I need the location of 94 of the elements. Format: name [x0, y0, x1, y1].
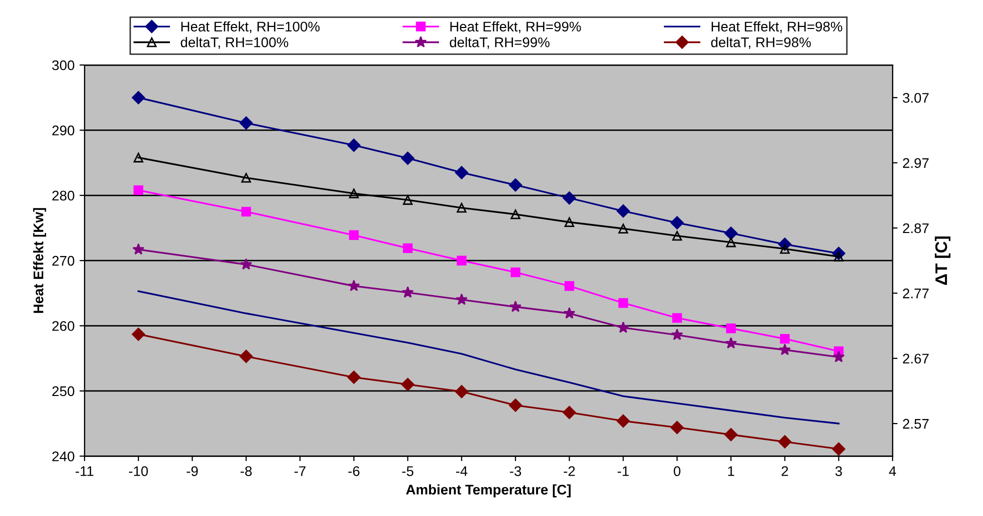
x-tick-label: 4 — [889, 466, 896, 476]
y2-tick-label: 2.87 — [902, 223, 929, 234]
point — [241, 206, 252, 217]
point — [241, 172, 252, 183]
point — [402, 243, 413, 254]
point — [132, 243, 144, 255]
x-tick-label: 1 — [728, 466, 734, 476]
point — [670, 420, 684, 434]
x-tick-label: -1 — [618, 466, 629, 476]
x-tick-label: -5 — [402, 466, 414, 476]
y2-tick-label: 2.57 — [902, 418, 929, 429]
legend-label: Heat Effekt, RH=100% — [181, 21, 320, 34]
point — [455, 166, 468, 180]
y2-axis-title: ΔT [C] — [934, 236, 950, 285]
point — [508, 398, 522, 412]
x-axis-title: Ambient Temperature [C] — [406, 484, 571, 498]
point — [618, 224, 628, 234]
point — [563, 307, 576, 319]
x-tick-label: 0 — [674, 466, 680, 476]
x-tick-label: 2 — [782, 466, 788, 476]
point — [616, 414, 630, 428]
point — [132, 328, 145, 341]
y-tick-label: 260 — [52, 321, 74, 331]
point — [348, 280, 360, 292]
point — [510, 300, 522, 312]
point — [617, 321, 630, 333]
point — [349, 188, 359, 198]
point — [562, 191, 576, 205]
legend-label: deltaT, RH=98% — [711, 37, 811, 49]
point — [672, 313, 682, 323]
y-tick-label: 280 — [52, 190, 74, 201]
point — [347, 138, 360, 152]
x-tick-label: -10 — [128, 466, 148, 476]
x-tick-label: -2 — [564, 466, 575, 476]
point — [508, 178, 522, 192]
point — [618, 298, 628, 308]
x-tick-label: 3 — [835, 466, 842, 476]
x-tick-label: -8 — [240, 466, 252, 476]
point — [724, 337, 737, 349]
line-series — [138, 290, 840, 424]
point — [671, 328, 684, 340]
y2-tick-label: 2.77 — [902, 288, 929, 298]
point — [402, 195, 413, 205]
point — [778, 344, 791, 356]
x-tick-label: -3 — [510, 466, 522, 476]
point — [510, 209, 520, 220]
y2-tick-label: 2.97 — [902, 158, 929, 168]
y-tick-label: 300 — [52, 60, 74, 70]
x-tick-label: -7 — [294, 466, 306, 476]
point — [616, 204, 630, 218]
y-tick-label: 240 — [52, 451, 74, 462]
point — [240, 350, 253, 363]
point — [134, 185, 144, 196]
x-tick-label: -9 — [186, 466, 198, 476]
y-tick-label: 270 — [52, 256, 74, 266]
point — [456, 202, 466, 213]
point — [832, 350, 845, 362]
point — [832, 442, 846, 456]
point — [347, 370, 360, 384]
x-tick-label: -4 — [456, 466, 468, 476]
point — [240, 258, 252, 270]
point — [132, 91, 145, 104]
point — [349, 230, 359, 240]
point — [402, 286, 414, 298]
legend-label: deltaT, RH=100% — [180, 37, 288, 49]
point — [456, 293, 468, 305]
point — [672, 230, 682, 241]
point — [724, 226, 738, 240]
y-axis-title: Heat Effekt [Kw] — [33, 208, 46, 313]
point — [726, 237, 736, 248]
point — [562, 406, 576, 420]
point — [456, 256, 466, 266]
point — [780, 334, 790, 344]
y2-tick-label: 3.07 — [902, 92, 929, 103]
legend-label: Heat Effekt, RH=99% — [450, 21, 581, 34]
point — [778, 435, 792, 448]
legend-label: deltaT, RH=99% — [450, 37, 550, 49]
point — [724, 428, 738, 442]
point — [240, 116, 253, 130]
point — [670, 216, 684, 230]
point — [564, 217, 574, 227]
y-tick-label: 290 — [52, 126, 74, 136]
x-tick-label: -11 — [76, 466, 94, 476]
point — [726, 324, 736, 334]
point — [134, 152, 144, 162]
y-tick-label: 250 — [52, 386, 74, 396]
legend-label: Heat Effekt, RH=98% — [712, 21, 842, 34]
point — [401, 152, 414, 165]
point — [510, 267, 520, 278]
point — [401, 378, 414, 392]
y2-tick-label: 2.67 — [902, 354, 929, 364]
x-tick-label: -6 — [348, 466, 360, 476]
point — [564, 281, 574, 291]
point — [455, 385, 468, 398]
